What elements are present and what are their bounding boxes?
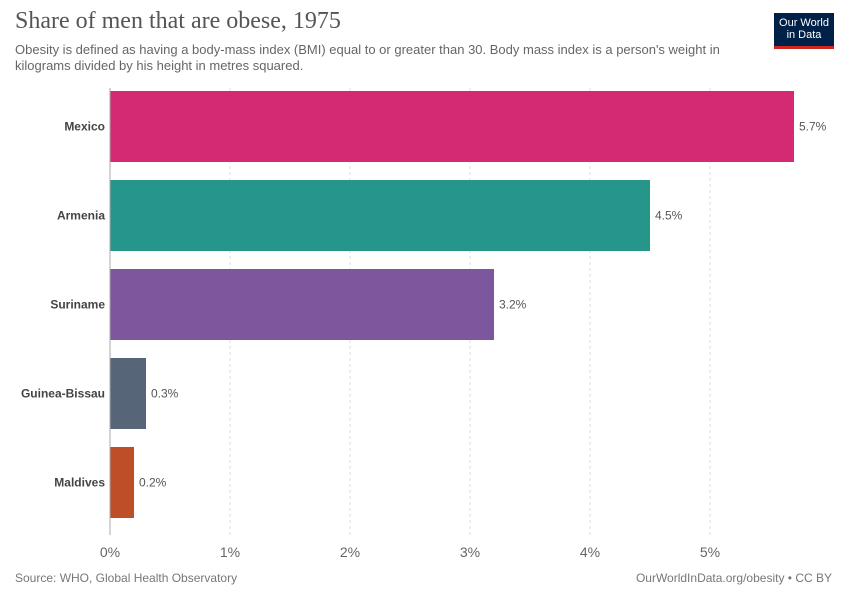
data-label: 0.2% — [139, 476, 167, 490]
owid-url[interactable]: OurWorldInData.org/obesity • CC BY — [635, 571, 832, 585]
owid-logo[interactable]: Our World in Data — [774, 13, 834, 49]
data-label: 4.5% — [655, 209, 683, 223]
bar — [110, 180, 650, 251]
data-label: 3.2% — [499, 298, 527, 312]
data-label: 5.7% — [799, 120, 827, 134]
x-tick-label: 2% — [340, 544, 360, 560]
bar — [110, 269, 494, 340]
bar — [110, 91, 794, 162]
x-tick-label: 0% — [100, 544, 120, 560]
chart-subtitle: Obesity is defined as having a body-mass… — [15, 42, 720, 73]
data-label: 0.3% — [151, 387, 179, 401]
chart-title: Share of men that are obese, 1975 — [15, 8, 341, 34]
x-tick-label: 5% — [700, 544, 720, 560]
bar — [110, 358, 146, 429]
bar — [110, 447, 134, 518]
category-label: Guinea-Bissau — [21, 387, 105, 401]
logo-line-2: in Data — [786, 29, 822, 41]
category-label: Maldives — [54, 476, 105, 490]
category-label: Suriname — [50, 298, 105, 312]
category-label: Armenia — [57, 209, 105, 223]
source-note[interactable]: Source: WHO, Global Health Observatory — [15, 571, 238, 585]
x-tick-label: 4% — [580, 544, 600, 560]
x-tick-label: 1% — [220, 544, 240, 560]
x-tick-label: 3% — [460, 544, 480, 560]
category-label: Mexico — [64, 120, 105, 134]
logo-line-1: Our World — [779, 17, 829, 29]
